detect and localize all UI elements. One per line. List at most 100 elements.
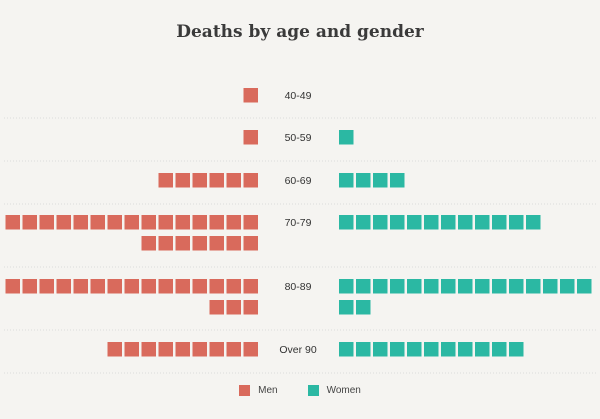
men-unit-70-79 bbox=[209, 215, 224, 230]
men-unit-60-69 bbox=[243, 173, 258, 188]
women-unit-over-90 bbox=[390, 342, 405, 357]
legend-label-men: Men bbox=[258, 385, 278, 396]
category-label-50-59: 50-59 bbox=[285, 132, 312, 144]
category-label-70-79: 70-79 bbox=[285, 217, 312, 229]
women-unit-over-90 bbox=[356, 342, 371, 357]
women-unit-over-90 bbox=[373, 342, 388, 357]
women-unit-over-90 bbox=[441, 342, 456, 357]
men-unit-70-79 bbox=[158, 215, 173, 230]
men-unit-over-90 bbox=[243, 342, 258, 357]
men-unit-70-79 bbox=[141, 236, 156, 251]
men-unit-over-90 bbox=[209, 342, 224, 357]
men-unit-70-79 bbox=[5, 215, 20, 230]
men-unit-70-79 bbox=[73, 215, 88, 230]
women-unit-70-79 bbox=[492, 215, 507, 230]
men-unit-50-59 bbox=[243, 130, 258, 145]
women-unit-over-90 bbox=[509, 342, 524, 357]
men-unit-over-90 bbox=[124, 342, 139, 357]
men-unit-60-69 bbox=[175, 173, 190, 188]
women-unit-over-90 bbox=[475, 342, 490, 357]
women-unit-80-89 bbox=[509, 279, 524, 294]
men-unit-70-79 bbox=[175, 215, 190, 230]
men-unit-80-89 bbox=[243, 300, 258, 315]
women-unit-70-79 bbox=[526, 215, 541, 230]
men-unit-70-79 bbox=[124, 215, 139, 230]
women-unit-80-89 bbox=[441, 279, 456, 294]
women-unit-60-69 bbox=[373, 173, 388, 188]
women-unit-80-89 bbox=[407, 279, 422, 294]
men-unit-80-89 bbox=[226, 300, 241, 315]
women-unit-over-90 bbox=[407, 342, 422, 357]
legend-swatch-men bbox=[239, 385, 251, 396]
legend-item-women: Women bbox=[307, 385, 361, 396]
men-unit-70-79 bbox=[226, 215, 241, 230]
men-unit-80-89 bbox=[39, 279, 54, 294]
women-unit-80-89 bbox=[543, 279, 558, 294]
legend: Men Women bbox=[0, 385, 600, 396]
men-unit-70-79 bbox=[56, 215, 71, 230]
men-unit-70-79 bbox=[39, 215, 54, 230]
women-unit-80-89 bbox=[424, 279, 439, 294]
women-unit-70-79 bbox=[339, 215, 354, 230]
men-unit-over-90 bbox=[175, 342, 190, 357]
category-label-40-49: 40-49 bbox=[285, 90, 312, 102]
women-unit-over-90 bbox=[424, 342, 439, 357]
legend-item-men: Men bbox=[239, 385, 278, 396]
men-unit-over-90 bbox=[158, 342, 173, 357]
women-unit-70-79 bbox=[424, 215, 439, 230]
men-unit-80-89 bbox=[22, 279, 37, 294]
women-unit-60-69 bbox=[356, 173, 371, 188]
men-unit-80-89 bbox=[107, 279, 122, 294]
men-unit-80-89 bbox=[56, 279, 71, 294]
men-unit-70-79 bbox=[192, 236, 207, 251]
women-unit-over-90 bbox=[458, 342, 473, 357]
men-unit-60-69 bbox=[226, 173, 241, 188]
category-label-60-69: 60-69 bbox=[285, 175, 312, 187]
women-unit-80-89 bbox=[390, 279, 405, 294]
men-unit-over-90 bbox=[107, 342, 122, 357]
women-unit-80-89 bbox=[356, 300, 371, 315]
men-unit-70-79 bbox=[226, 236, 241, 251]
women-unit-60-69 bbox=[339, 173, 354, 188]
women-unit-over-90 bbox=[339, 342, 354, 357]
men-unit-60-69 bbox=[209, 173, 224, 188]
legend-swatch-women bbox=[307, 385, 319, 396]
men-unit-80-89 bbox=[243, 279, 258, 294]
women-unit-70-79 bbox=[475, 215, 490, 230]
women-unit-80-89 bbox=[577, 279, 592, 294]
men-unit-over-90 bbox=[226, 342, 241, 357]
men-unit-80-89 bbox=[175, 279, 190, 294]
men-unit-70-79 bbox=[158, 236, 173, 251]
men-unit-80-89 bbox=[124, 279, 139, 294]
women-unit-70-79 bbox=[390, 215, 405, 230]
women-unit-70-79 bbox=[441, 215, 456, 230]
women-unit-80-89 bbox=[458, 279, 473, 294]
women-unit-over-90 bbox=[492, 342, 507, 357]
men-unit-60-69 bbox=[158, 173, 173, 188]
women-unit-70-79 bbox=[458, 215, 473, 230]
men-unit-80-89 bbox=[226, 279, 241, 294]
category-label-over-90: Over 90 bbox=[279, 344, 317, 356]
women-unit-80-89 bbox=[356, 279, 371, 294]
men-unit-60-69 bbox=[192, 173, 207, 188]
women-unit-80-89 bbox=[526, 279, 541, 294]
men-unit-80-89 bbox=[158, 279, 173, 294]
women-unit-80-89 bbox=[339, 300, 354, 315]
women-unit-80-89 bbox=[560, 279, 575, 294]
men-unit-80-89 bbox=[73, 279, 88, 294]
women-unit-50-59 bbox=[339, 130, 354, 145]
men-unit-80-89 bbox=[141, 279, 156, 294]
men-unit-70-79 bbox=[90, 215, 105, 230]
women-unit-60-69 bbox=[390, 173, 405, 188]
women-unit-70-79 bbox=[356, 215, 371, 230]
women-unit-80-89 bbox=[373, 279, 388, 294]
chart-title: Deaths by age and gender bbox=[176, 22, 424, 42]
men-unit-70-79 bbox=[175, 236, 190, 251]
men-unit-80-89 bbox=[209, 279, 224, 294]
legend-label-women: Women bbox=[326, 385, 361, 396]
men-unit-80-89 bbox=[209, 300, 224, 315]
men-unit-70-79 bbox=[209, 236, 224, 251]
women-unit-80-89 bbox=[492, 279, 507, 294]
women-unit-80-89 bbox=[475, 279, 490, 294]
men-unit-70-79 bbox=[243, 236, 258, 251]
